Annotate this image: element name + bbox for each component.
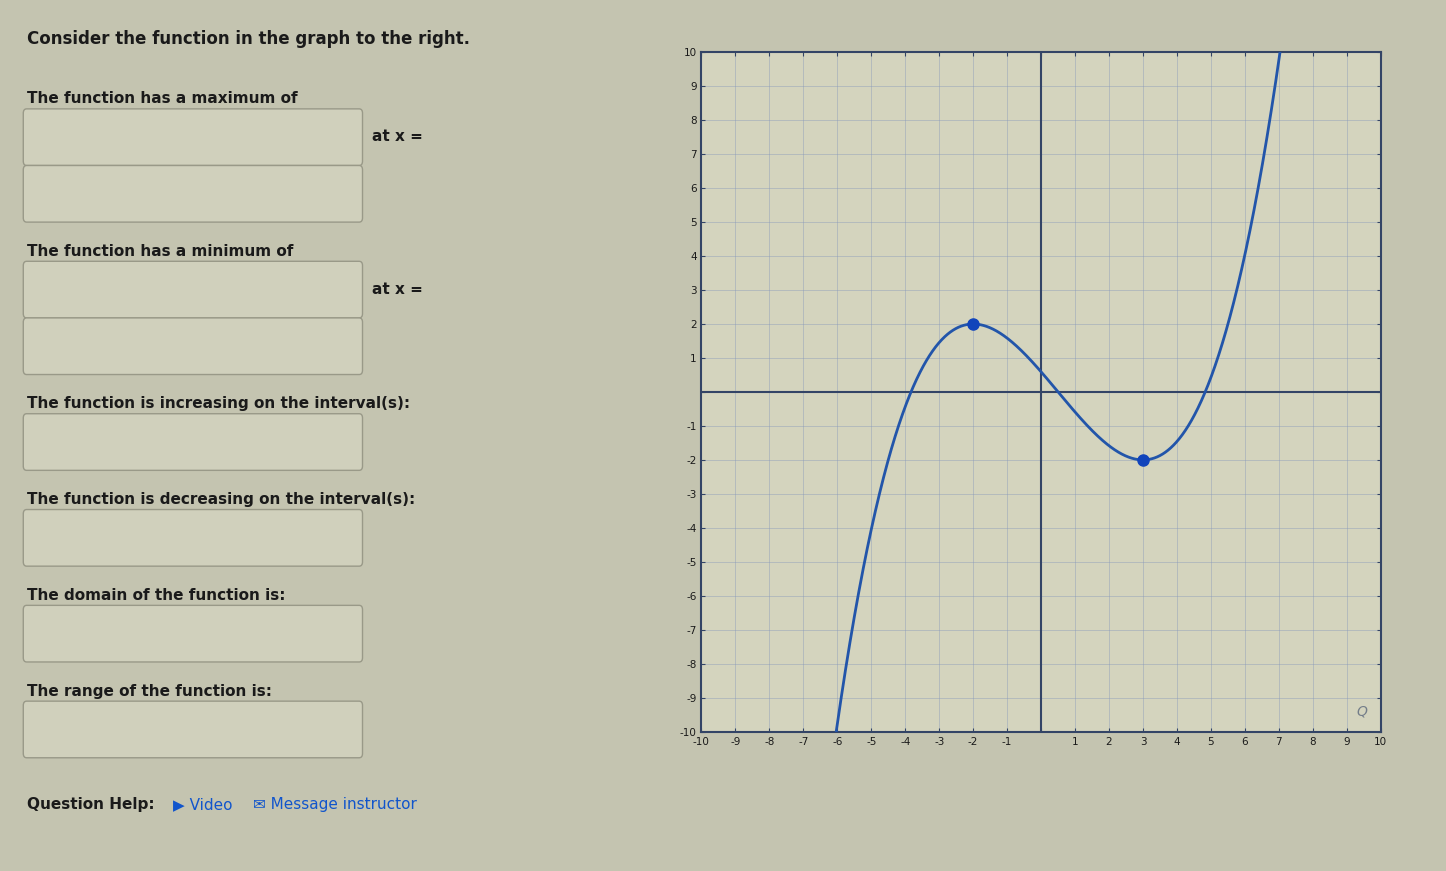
FancyBboxPatch shape: [23, 261, 363, 318]
Text: Q: Q: [1356, 704, 1368, 718]
Text: Consider the function in the graph to the right.: Consider the function in the graph to th…: [26, 30, 470, 49]
Text: The domain of the function is:: The domain of the function is:: [26, 588, 285, 603]
Text: Question Help:: Question Help:: [26, 797, 155, 812]
Text: at x =: at x =: [373, 281, 424, 297]
Text: ✉ Message instructor: ✉ Message instructor: [253, 797, 416, 812]
FancyBboxPatch shape: [23, 510, 363, 566]
FancyBboxPatch shape: [23, 165, 363, 222]
Text: at x =: at x =: [373, 129, 424, 145]
FancyBboxPatch shape: [23, 701, 363, 758]
Text: The range of the function is:: The range of the function is:: [26, 684, 272, 699]
FancyBboxPatch shape: [23, 414, 363, 470]
FancyBboxPatch shape: [23, 318, 363, 375]
FancyBboxPatch shape: [23, 605, 363, 662]
Text: The function is decreasing on the interval(s):: The function is decreasing on the interv…: [26, 492, 415, 507]
Text: The function has a maximum of: The function has a maximum of: [26, 91, 298, 106]
Text: The function has a minimum of: The function has a minimum of: [26, 244, 294, 259]
FancyBboxPatch shape: [23, 109, 363, 165]
Text: ▶ Video: ▶ Video: [174, 797, 233, 812]
Text: The function is increasing on the interval(s):: The function is increasing on the interv…: [26, 396, 409, 411]
